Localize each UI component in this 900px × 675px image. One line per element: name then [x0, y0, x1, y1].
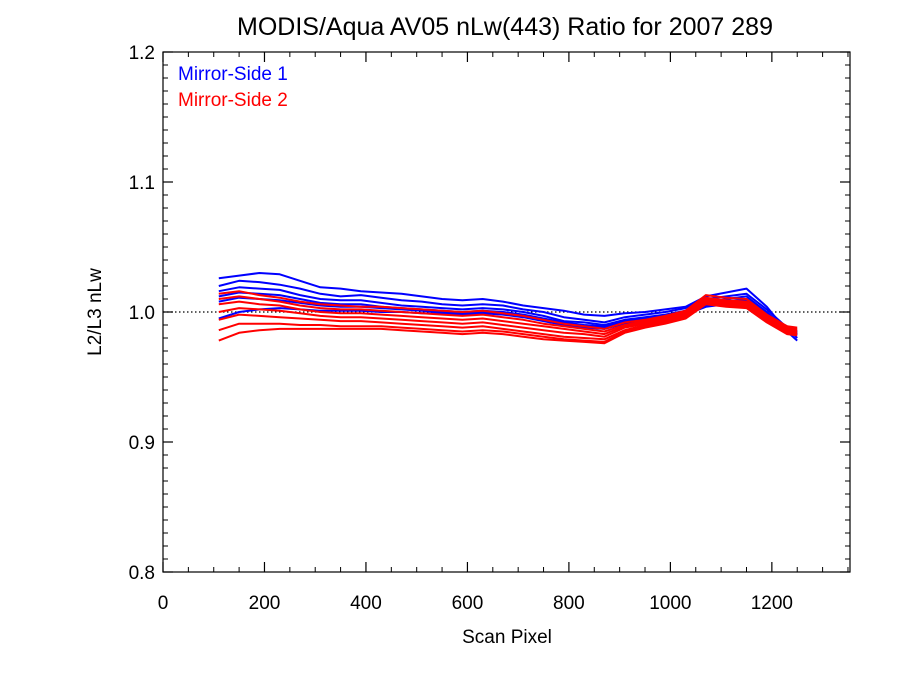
x-tick-label: 800	[553, 593, 585, 614]
x-tick-label: 200	[249, 593, 281, 614]
x-tick-label: 1000	[649, 593, 691, 614]
series-layer	[218, 272, 798, 345]
legend-entry-2: Mirror-Side 2	[178, 90, 288, 111]
series-line-2-4	[218, 299, 798, 338]
y-axis-label: L2/L3 nLw	[85, 268, 106, 356]
y-tick-label: 1.1	[129, 173, 155, 194]
series-line-2-2	[218, 295, 798, 333]
series-line-2-5	[218, 300, 798, 341]
series-group-2	[218, 290, 798, 345]
series-line-2-1	[218, 290, 798, 330]
y-tick-label: 0.9	[129, 433, 155, 454]
chart-title: MODIS/Aqua AV05 nLw(443) Ratio for 2007 …	[237, 13, 773, 41]
series-line-2-3	[218, 298, 798, 336]
axis-layer: 0 200 400 600 800 1000 1200 0.8 0.9 1.0 1.1 1.2	[129, 43, 850, 614]
legend-entry-1: Mirror-Side 1	[178, 64, 288, 85]
series-line-1-6	[218, 300, 798, 333]
y-tick-label: 0.8	[129, 563, 155, 584]
x-tick-label: 0	[158, 593, 169, 614]
x-axis-label: Scan Pixel	[462, 627, 552, 648]
x-tick-label: 600	[452, 593, 484, 614]
x-tick-label: 400	[350, 593, 382, 614]
x-tick-label: 1200	[751, 593, 793, 614]
legend: Mirror-Side 1 Mirror-Side 2	[178, 64, 288, 111]
y-tick-label: 1.0	[129, 303, 155, 324]
series-line-2-6	[218, 301, 798, 343]
series-line-2-7	[218, 303, 798, 345]
y-tick-label: 1.2	[129, 43, 155, 64]
